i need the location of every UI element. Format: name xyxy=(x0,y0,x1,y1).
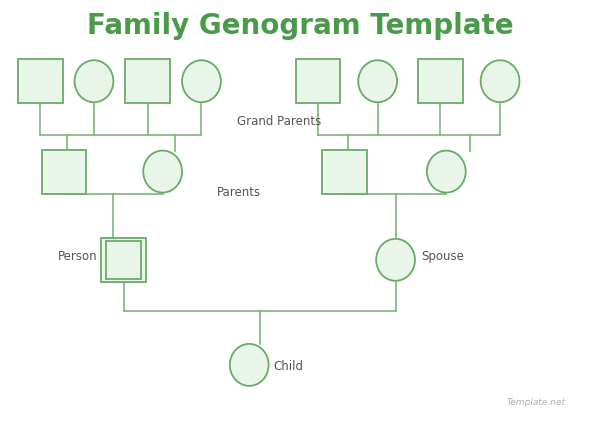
Bar xyxy=(322,149,367,194)
Ellipse shape xyxy=(358,60,397,102)
Ellipse shape xyxy=(481,60,520,102)
Bar xyxy=(296,59,340,103)
Bar xyxy=(418,59,463,103)
Text: Grand Parents: Grand Parents xyxy=(237,115,322,128)
Text: Child: Child xyxy=(273,360,303,373)
Text: Template.net: Template.net xyxy=(506,398,565,407)
Text: Family Genogram Template: Family Genogram Template xyxy=(86,12,514,40)
Ellipse shape xyxy=(427,151,466,192)
Bar xyxy=(125,59,170,103)
Bar xyxy=(101,238,146,282)
Ellipse shape xyxy=(182,60,221,102)
Ellipse shape xyxy=(143,151,182,192)
Text: Parents: Parents xyxy=(217,186,260,199)
Text: Spouse: Spouse xyxy=(421,250,464,263)
Ellipse shape xyxy=(376,239,415,281)
Ellipse shape xyxy=(230,344,269,386)
Text: Person: Person xyxy=(58,250,98,263)
Bar xyxy=(106,241,142,278)
Bar xyxy=(18,59,62,103)
Bar xyxy=(42,149,86,194)
Ellipse shape xyxy=(74,60,113,102)
